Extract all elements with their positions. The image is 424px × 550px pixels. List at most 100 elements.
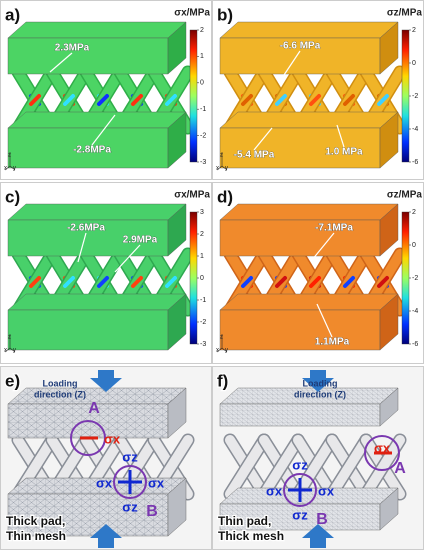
- panel: σz/MPa 2 0 -2 -4 -6 -6.6 MPa -5.4 MPa 1.0 MPa z x y…: [212, 0, 424, 180]
- slab-front: [219, 219, 381, 257]
- stress-label: σx: [266, 483, 283, 498]
- stress-hotspot: [165, 94, 177, 106]
- slab-front: [219, 403, 381, 427]
- colorbar-tick-label: -3: [200, 341, 206, 348]
- slab-side: [379, 111, 399, 169]
- colorbar-tick-label: -2: [200, 132, 206, 139]
- caption: Thick mesh: [218, 529, 284, 543]
- slab-side: [379, 387, 399, 427]
- stress-label: σx: [96, 475, 113, 490]
- stress-label: σx: [374, 440, 391, 455]
- stress-hotspot: [63, 94, 75, 106]
- slab-side: [167, 293, 187, 351]
- axis-triad: [216, 152, 228, 171]
- point-a-circle: [364, 435, 400, 471]
- stress-annotation: -7.1MPa: [315, 223, 353, 234]
- panel: σz/MPa 2 0 -2 -4 -6 -7.1MPa 1.1MPa z x y d): [212, 182, 424, 364]
- stress-hotspot: [131, 276, 143, 288]
- slab-front: [7, 127, 169, 169]
- stress-hotspot: [97, 94, 109, 106]
- slab-side: [167, 477, 187, 537]
- slab-top: [7, 111, 187, 129]
- stress-hotspot: [343, 276, 355, 288]
- stress-hotspot: [165, 276, 177, 288]
- slab-side: [167, 203, 187, 257]
- stress-annotation: -6.6 MPa: [280, 41, 321, 52]
- point-a-circle: [70, 420, 106, 456]
- load-arrow: [302, 524, 334, 548]
- point-b-circle: [283, 473, 317, 507]
- axis-triad: [4, 152, 16, 171]
- point-label: A: [394, 460, 406, 477]
- leader-line: [316, 303, 333, 338]
- loading-label: direction (Z): [294, 389, 346, 399]
- axis-label: y: [13, 348, 16, 354]
- colorbar-tick-label: 1: [200, 253, 204, 260]
- slab-front: [219, 503, 381, 531]
- slab-side: [167, 111, 187, 169]
- slab-front: [219, 37, 381, 75]
- stress-label: σz: [122, 499, 138, 514]
- stress-hotspot: [377, 94, 389, 106]
- colorbar-tick-label: 2: [200, 231, 204, 238]
- load-arrow: [302, 370, 334, 392]
- slab-front: [7, 493, 169, 537]
- leader-line: [281, 50, 301, 79]
- panel-label: d): [217, 187, 233, 206]
- colorbar-tick-label: -1: [200, 297, 206, 304]
- axis-label: y: [225, 166, 228, 172]
- slab-top: [219, 203, 399, 221]
- slab-top: [219, 21, 399, 39]
- colorbar-tick-label: 1: [200, 53, 204, 60]
- panel-label: a): [5, 5, 20, 24]
- panel-label: f): [217, 371, 228, 390]
- colorbar: [401, 29, 410, 163]
- slab-front: [219, 309, 381, 351]
- colorbar-title: σx/MPa: [174, 8, 210, 19]
- stress-annotation: -5.4 MPa: [234, 150, 275, 161]
- stress-hotspot: [377, 276, 389, 288]
- point-label: B: [316, 511, 328, 528]
- colorbar-tick-label: 2: [412, 209, 416, 216]
- slab-top: [7, 203, 187, 221]
- stress-hotspot: [29, 94, 41, 106]
- stress-hotspot: [275, 94, 287, 106]
- colorbar-title: σz/MPa: [387, 8, 423, 19]
- colorbar-tick-label: 3: [200, 209, 204, 216]
- panel-label: b): [217, 5, 233, 24]
- stress-label: σx: [318, 483, 335, 498]
- stress-hotspot: [343, 94, 355, 106]
- stress-hotspot: [309, 94, 321, 106]
- colorbar-tick-label: -4: [412, 308, 418, 315]
- strut: [361, 435, 405, 499]
- colorbar: [189, 211, 198, 345]
- panel-label: c): [5, 187, 20, 206]
- point-b-circle: [113, 465, 147, 499]
- slab-side: [379, 21, 399, 75]
- leader-line: [336, 124, 345, 148]
- point-label: B: [146, 503, 158, 520]
- leader-line: [91, 114, 116, 146]
- stress-hotspot: [309, 276, 321, 288]
- leader-line: [114, 244, 141, 273]
- stress-cross: [288, 478, 312, 502]
- stress-hotspot: [63, 276, 75, 288]
- leader-line: [311, 232, 335, 261]
- stress-annotation: 2.9MPa: [123, 235, 158, 246]
- leader-line: [253, 127, 273, 151]
- colorbar-tick-label: 0: [200, 275, 204, 282]
- stress-label: σx: [104, 431, 121, 446]
- stress-annotation: -2.6MPa: [67, 223, 105, 234]
- slab-front: [7, 309, 169, 351]
- slab-side: [379, 293, 399, 351]
- colorbar-tick-label: 2: [412, 27, 416, 34]
- colorbar-tick-label: 0: [412, 242, 416, 249]
- stress-annotation: 1.0 MPa: [325, 147, 363, 158]
- loading-label: Loading: [43, 378, 78, 388]
- stress-label: σz: [292, 457, 308, 472]
- stress-hotspot: [241, 276, 253, 288]
- colorbar: [401, 211, 410, 345]
- slab-top: [7, 21, 187, 39]
